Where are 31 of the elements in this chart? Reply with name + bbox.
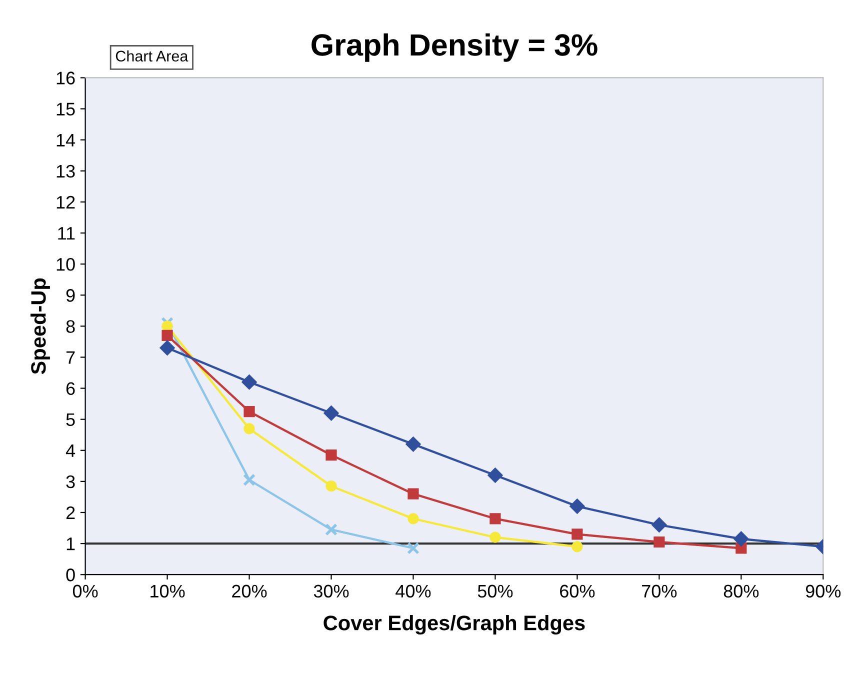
x-axis-title: Cover Edges/Graph Edges <box>324 615 585 635</box>
y-tick-label: 9 <box>66 289 75 302</box>
x-tick-label: 40% <box>396 584 431 598</box>
y-tick-label: 6 <box>66 382 75 395</box>
y-tick-label: 16 <box>56 72 75 84</box>
y-tick-label: 12 <box>56 196 75 208</box>
y-tick-label: 8 <box>66 320 75 333</box>
y-tick-label: 11 <box>58 227 75 240</box>
y-tick-label: 13 <box>56 164 75 178</box>
text: Chart Area <box>116 50 188 62</box>
y-tick-label: 0 <box>66 568 75 582</box>
y-tick-label: 10 <box>56 258 75 271</box>
x-tick-label: 90% <box>806 584 841 598</box>
x-tick-label: 30% <box>314 584 349 598</box>
x-tick-label: 20% <box>232 584 267 598</box>
y-tick-label: 15 <box>56 102 75 116</box>
x-tick-label: 60% <box>560 584 595 598</box>
x-tick-label: 10% <box>150 584 185 598</box>
y-tick-label: 7 <box>66 351 75 364</box>
y-tick-label: 3 <box>66 475 75 488</box>
x-tick-label: 50% <box>478 584 513 598</box>
y-tick-label: 4 <box>66 444 76 457</box>
y-tick-label: 2 <box>66 506 75 520</box>
y-tick-label: 1 <box>66 538 75 550</box>
y-tick-label: 5 <box>66 413 75 426</box>
chart-title: Graph Density = 3% <box>312 33 598 62</box>
y-axis-title: Speed-Up <box>30 278 50 374</box>
x-tick-label: 80% <box>724 584 759 598</box>
y-tick-label: 14 <box>56 134 76 146</box>
x-tick-label: 70% <box>642 584 677 598</box>
x-tick-label: 0% <box>72 584 98 598</box>
